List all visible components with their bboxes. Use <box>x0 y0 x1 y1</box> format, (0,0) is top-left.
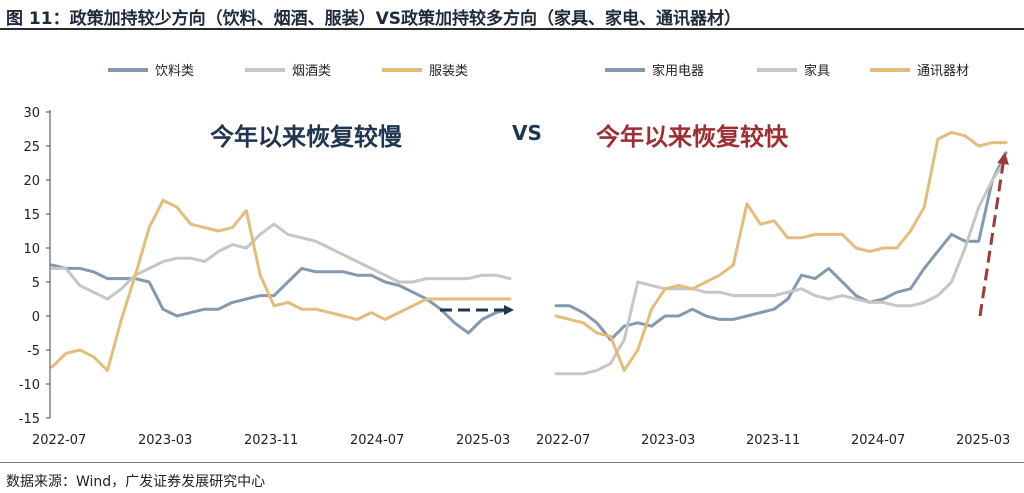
y-tick-label: -15 <box>19 412 40 427</box>
series-line-1 <box>50 222 512 301</box>
y-tick-label: 10 <box>23 242 40 257</box>
y-tick-label: 25 <box>23 140 40 155</box>
series-line-2 <box>50 198 512 372</box>
series-line-0 <box>554 151 1008 342</box>
x-tick-label: 2022-07 <box>32 433 86 448</box>
legend-label-home-appliance: 家用电器 <box>652 63 704 79</box>
x-tick-label: 2025-03 <box>956 433 1010 448</box>
x-tick-label: 2023-11 <box>746 433 800 448</box>
series-line-1 <box>554 158 1008 376</box>
y-tick-label: -5 <box>27 344 40 359</box>
title-divider <box>0 28 1024 30</box>
figure-title: 图 11：政策加持较少方向（饮料、烟酒、服装）VS政策加持较多方向（家具、家电、… <box>6 9 741 29</box>
right-legend: 家用电器 家具 通讯器材 <box>605 63 969 79</box>
legend-label-clothing: 服装类 <box>429 64 468 79</box>
x-tick-label: 2023-03 <box>641 433 695 448</box>
annotation-slow-recovery: 今年以来恢复较慢 <box>210 123 403 151</box>
y-tick-label: 30 <box>23 106 40 121</box>
legend-label-telecom: 通讯器材 <box>917 64 969 79</box>
legend-label-beverage: 饮料类 <box>155 64 194 79</box>
legend-label-tobacco-liquor: 烟酒类 <box>292 64 331 79</box>
x-tick-label: 2025-03 <box>456 433 510 448</box>
series-line-0 <box>50 263 512 335</box>
y-tick-label: 15 <box>23 208 40 223</box>
footer-divider <box>0 462 1024 463</box>
left-series-lines <box>50 198 512 372</box>
x-tick-label: 2023-03 <box>138 433 192 448</box>
right-series-lines <box>554 130 1008 376</box>
legend-label-furniture: 家具 <box>804 63 830 79</box>
y-tick-label: 5 <box>32 276 40 291</box>
right-x-tick-labels: 2022-07 2023-03 2023-11 2024-07 2025-03 <box>536 433 1010 448</box>
left-x-tick-labels: 2022-07 2023-03 2023-11 2024-07 2025-03 <box>32 433 510 448</box>
left-y-tick-labels: 30 25 20 15 10 5 0 -5 -10 -15 <box>19 106 50 427</box>
x-tick-label: 2024-07 <box>350 433 404 448</box>
left-legend: 饮料类 烟酒类 服装类 <box>108 64 468 79</box>
rising-trend-arrow-icon <box>978 152 1010 317</box>
x-tick-label: 2023-11 <box>244 433 298 448</box>
source-note: 数据来源：Wind，广发证券发展研究中心 <box>6 474 266 490</box>
y-tick-label: -10 <box>19 378 40 393</box>
y-tick-label: 20 <box>23 174 40 189</box>
x-tick-label: 2022-07 <box>536 433 590 448</box>
annotation-vs: VS <box>512 121 542 145</box>
y-tick-label: 0 <box>32 310 40 325</box>
annotation-fast-recovery: 今年以来恢复较快 <box>596 123 789 151</box>
x-tick-label: 2024-07 <box>851 433 905 448</box>
series-line-2 <box>554 130 1008 372</box>
